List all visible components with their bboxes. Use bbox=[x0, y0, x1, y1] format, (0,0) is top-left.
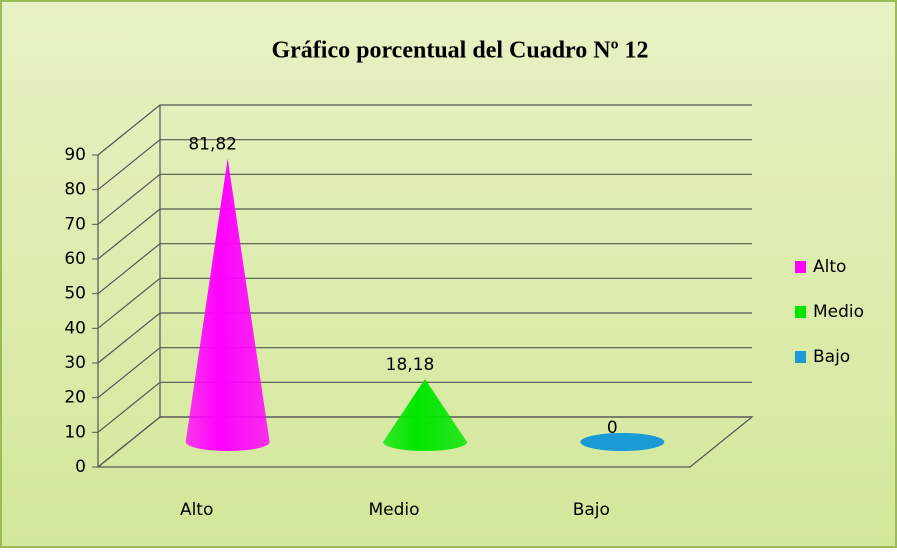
y-tick-label: 90 bbox=[64, 145, 86, 165]
y-tick-label: 70 bbox=[64, 214, 86, 234]
cone bbox=[383, 378, 467, 451]
x-tick-label: Bajo bbox=[573, 500, 610, 520]
y-tick-label: 60 bbox=[64, 249, 86, 269]
value-label: 0 bbox=[607, 418, 618, 438]
grid-line bbox=[97, 243, 752, 295]
legend-swatch bbox=[795, 261, 806, 273]
grid-line bbox=[97, 139, 752, 191]
x-tick-label: Alto bbox=[180, 500, 213, 520]
legend-label: Bajo bbox=[813, 347, 850, 367]
grid-line bbox=[97, 312, 752, 364]
value-label: 81,82 bbox=[188, 134, 237, 154]
grid-line bbox=[97, 208, 752, 260]
grid-line bbox=[97, 277, 752, 329]
legend-label: Alto bbox=[813, 257, 846, 277]
y-tick-label: 10 bbox=[64, 422, 86, 442]
cone bbox=[185, 158, 270, 451]
chart-title: Gráfico porcentual del Cuadro Nº 12 bbox=[271, 38, 648, 64]
y-tick-label: 40 bbox=[64, 318, 86, 338]
y-tick-label: 80 bbox=[64, 180, 86, 200]
y-tick-label: 0 bbox=[75, 457, 86, 477]
grid-line bbox=[97, 104, 752, 156]
cone bbox=[580, 433, 665, 451]
legend-swatch bbox=[795, 306, 806, 318]
grid-line bbox=[97, 347, 752, 399]
y-tick-label: 30 bbox=[64, 353, 86, 373]
grid-line bbox=[97, 173, 752, 225]
y-tick-label: 20 bbox=[64, 388, 86, 408]
x-tick-label: Medio bbox=[368, 500, 419, 520]
grid-line bbox=[97, 381, 752, 433]
grid-line bbox=[97, 416, 752, 468]
legend-swatch bbox=[795, 351, 806, 363]
legend-label: Medio bbox=[813, 302, 864, 322]
value-label: 18,18 bbox=[386, 355, 435, 375]
y-tick-label: 50 bbox=[64, 284, 86, 304]
